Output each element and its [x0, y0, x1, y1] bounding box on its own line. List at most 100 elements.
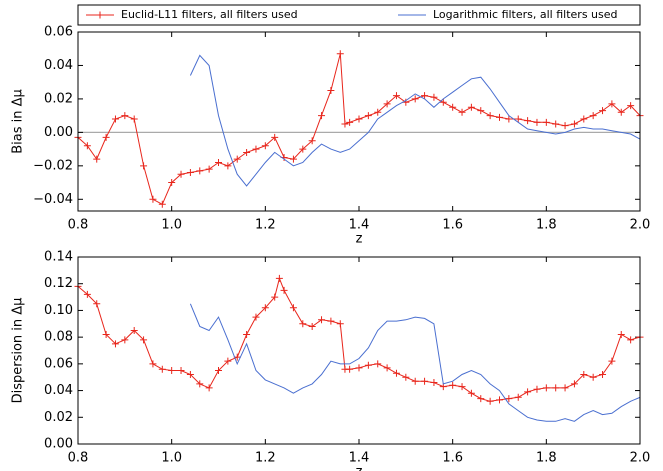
marker	[617, 330, 625, 338]
x-tick-label: 0.8	[68, 218, 89, 233]
marker	[608, 357, 616, 365]
y-tick-label: 0.04	[44, 58, 73, 73]
marker	[467, 389, 475, 397]
x-tick-label: 0.8	[68, 451, 89, 466]
y-tick-label: 0.00	[44, 437, 73, 452]
marker	[93, 155, 101, 163]
marker	[355, 364, 363, 372]
plot-frame	[77, 256, 641, 445]
marker	[411, 377, 419, 385]
marker	[524, 117, 532, 125]
marker	[552, 120, 560, 128]
x-tick-label: 1.0	[161, 218, 182, 233]
marker	[111, 115, 119, 123]
marker	[130, 326, 138, 334]
marker	[177, 367, 185, 375]
legend-box	[77, 4, 641, 26]
marker	[458, 108, 466, 116]
marker	[533, 385, 541, 393]
marker	[421, 377, 429, 385]
marker	[402, 373, 410, 381]
marker	[252, 313, 260, 321]
marker	[158, 200, 166, 208]
marker	[589, 112, 597, 120]
x-tick-label: 2.0	[630, 451, 651, 466]
marker	[617, 108, 625, 116]
x-axis-label: z	[356, 465, 363, 471]
marker	[336, 320, 344, 328]
marker	[346, 365, 354, 373]
x-tick-label: 1.8	[536, 451, 557, 466]
y-tick-label: 0.02	[44, 91, 73, 106]
marker	[243, 330, 251, 338]
marker	[383, 100, 391, 108]
marker	[580, 371, 588, 379]
marker	[252, 145, 260, 153]
marker	[130, 115, 138, 123]
marker	[627, 102, 635, 110]
marker	[93, 300, 101, 308]
marker	[505, 395, 513, 403]
marker	[355, 115, 363, 123]
x-tick-label: 2.0	[630, 218, 651, 233]
marker	[168, 367, 176, 375]
marker	[533, 118, 541, 126]
marker	[327, 317, 335, 325]
marker	[140, 162, 148, 170]
marker	[514, 393, 522, 401]
marker	[627, 336, 635, 344]
y-tick-label: 0.00	[44, 125, 73, 140]
marker	[205, 384, 213, 392]
y-tick-label: 0.04	[44, 383, 73, 398]
marker	[346, 118, 354, 126]
marker	[111, 340, 119, 348]
series-line	[189, 54, 640, 187]
marker	[271, 293, 279, 301]
marker	[336, 50, 344, 58]
marker	[383, 364, 391, 372]
marker	[149, 360, 157, 368]
marker	[421, 92, 429, 100]
marker	[477, 395, 485, 403]
y-tick-label: −0.02	[33, 158, 73, 173]
marker	[261, 142, 269, 150]
y-tick-label: −0.04	[33, 192, 73, 207]
y-tick-label: 0.02	[44, 410, 73, 425]
y-tick-label: 0.06	[44, 356, 73, 371]
x-tick-label: 1.0	[161, 451, 182, 466]
marker	[233, 155, 241, 163]
marker	[83, 290, 91, 298]
marker	[196, 380, 204, 388]
series-line	[78, 53, 640, 205]
marker	[486, 397, 494, 405]
marker	[121, 336, 129, 344]
marker	[186, 371, 194, 379]
marker	[205, 165, 213, 173]
marker	[514, 115, 522, 123]
x-axis-label: z	[356, 232, 363, 247]
marker	[299, 145, 307, 153]
marker	[224, 357, 232, 365]
y-tick-label: 0.06	[44, 25, 73, 40]
marker	[224, 162, 232, 170]
marker	[261, 304, 269, 312]
marker	[411, 95, 419, 103]
marker	[430, 379, 438, 387]
y-axis-label: Bias in Δμ	[11, 89, 26, 154]
marker	[552, 384, 560, 392]
marker	[374, 360, 382, 368]
y-tick-label: 0.14	[44, 250, 73, 265]
y-axis-label: Dispersion in Δμ	[11, 298, 26, 404]
marker	[327, 87, 335, 95]
marker	[83, 142, 91, 150]
marker	[318, 316, 326, 324]
x-tick-label: 1.4	[349, 218, 370, 233]
marker	[280, 286, 288, 294]
marker	[318, 112, 326, 120]
x-tick-label: 1.6	[442, 218, 463, 233]
marker	[140, 336, 148, 344]
x-tick-label: 1.6	[442, 451, 463, 466]
marker	[121, 112, 129, 120]
y-tick-label: 0.12	[44, 276, 73, 291]
marker	[271, 133, 279, 141]
